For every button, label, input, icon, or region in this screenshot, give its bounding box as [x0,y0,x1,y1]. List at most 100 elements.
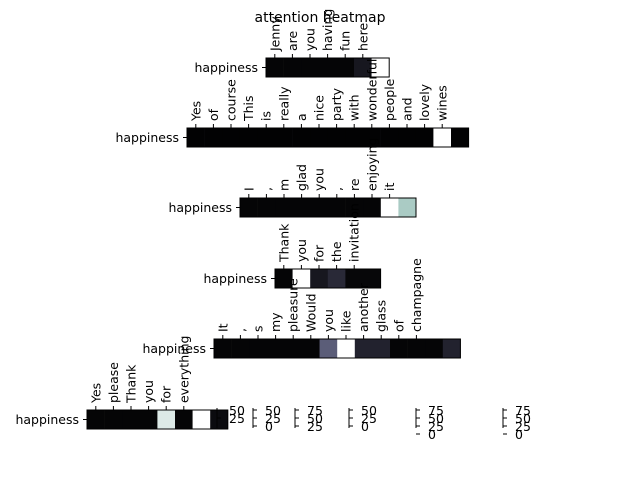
heatmap-cell [363,269,381,288]
heatmap-cell [157,410,176,429]
x-tick-label: is [259,111,274,121]
heatmap-row: happiness It, s my pleasure Would you like anoth… [142,258,461,359]
x-tick-label: champagne [409,258,424,332]
heatmap-row: happiness Yes please Thank you for everything [15,336,229,430]
heatmap-cell [328,198,346,217]
heatmap-cell [407,339,426,358]
x-tick-label: invitation [347,203,362,262]
heatmap-cell [319,339,338,358]
x-tick-label: people [382,78,397,121]
heatmap-cell [390,339,408,358]
heatmap-cell [442,339,461,358]
heatmap-cell [337,339,356,358]
x-tick-label: Thank [276,223,291,263]
heatmap-cell [415,128,434,147]
heatmap-cell [257,128,276,147]
heatmap-cell [451,128,469,147]
heatmap-cell [372,339,391,358]
heatmap-cell [380,198,399,217]
x-tick-label: the [329,241,344,262]
x-tick-label: , [233,328,248,332]
colorbar-tick-label: 25 [428,419,444,434]
heatmap-cell [327,269,346,288]
colorbar-tick-label: 0 [265,419,273,434]
heatmap-cell [292,128,311,147]
x-tick-label: here [355,23,370,51]
x-tick-label: This [241,95,256,122]
x-tick-label: of [391,319,406,332]
heatmap-cell [425,339,444,358]
heatmap-row: happiness Thank you for the invitation [203,203,382,289]
x-tick-label: fun [338,31,353,51]
heatmap-cell [104,410,123,429]
heatmap-cell [266,339,285,358]
colorbar-tick-label: 25 [361,411,377,426]
heatmap-cell [310,198,329,217]
x-tick-label: Jenny [267,16,282,52]
colorbar-tick-label: 25 [229,411,245,426]
heatmap-cell [175,410,193,429]
heatmap-cell [301,58,320,77]
x-tick-label: course [224,79,239,121]
x-tick-label: having [320,9,335,51]
heatmap-cell [302,339,320,358]
heatmap-cell [371,58,390,77]
heatmap-cell [327,128,346,147]
heatmap-cell [398,128,417,147]
colorbar-tick-label: 75 [428,403,444,418]
colorbar-tick-label: 50 [307,411,323,426]
x-tick-label: you [321,309,336,332]
heatmap-cell [122,410,141,429]
heatmap-cell [345,128,364,147]
x-tick-label: wines [435,85,450,121]
x-tick-label: for [312,244,327,262]
heatmap-cell [266,58,284,77]
colorbar-tick-label: 75 [515,403,531,418]
x-tick-label: for [159,385,174,403]
heatmap-cell [345,269,364,288]
x-tick-label: Yes [88,383,103,404]
heatmap-cell [275,269,293,288]
x-tick-label: It [215,323,230,332]
heatmap-cell [210,410,229,429]
heatmap-cell [222,128,241,147]
heatmap-cell [204,128,223,147]
chart-title: attention heatmap [255,10,386,26]
heatmap-cell [380,128,399,147]
x-tick-label: my [268,312,283,332]
heatmap-cell [139,410,158,429]
colorbar-tick-label: 50 [515,411,531,426]
x-tick-label: glad [294,164,309,191]
x-tick-label: re [347,178,362,191]
colorbar-tick-label: 50 [428,411,444,426]
heatmap-cell [187,128,205,147]
x-tick-label: everything [176,336,191,403]
x-tick-label: you [303,28,318,51]
heatmap-cell [240,198,258,217]
y-tick-label: happiness [15,412,79,427]
x-tick-label: pleasure [286,278,301,332]
x-tick-label: a [294,113,309,121]
y-tick-label: happiness [203,271,267,286]
x-tick-label: s [251,325,266,332]
x-tick-label: party [329,87,344,121]
heatmap-cell [345,198,364,217]
heatmap-cell [336,58,355,77]
x-tick-label: glass [374,300,389,332]
heatmap-cell [292,198,311,217]
colorbar-tick-label: 0 [361,419,369,434]
x-tick-label: Would [303,293,318,332]
heatmap-row: happiness Yes of course This is really a nice par… [115,59,470,148]
heatmap-cell [257,198,276,217]
heatmap-cell [354,58,372,77]
x-tick-label: Yes [188,101,203,122]
x-tick-label: enjoying [365,138,380,191]
colorbar-tick-label: 50 [265,403,281,418]
x-tick-label: m [277,179,292,191]
